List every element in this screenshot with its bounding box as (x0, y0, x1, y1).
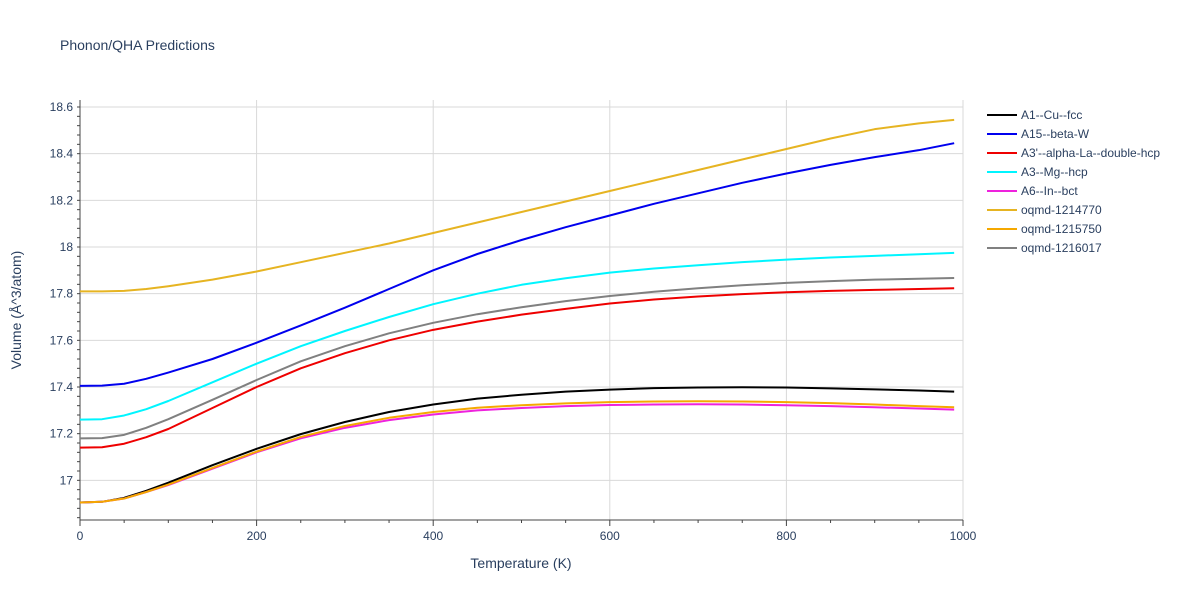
legend-label: oqmd-1215750 (1021, 222, 1102, 236)
y-tick-label: 17 (60, 473, 74, 487)
legend-label: A15--beta-W (1021, 127, 1090, 141)
y-tick-label: 17.8 (50, 287, 74, 301)
x-tick-label: 600 (600, 529, 620, 543)
legend-label: A6--In--bct (1021, 184, 1078, 198)
legend-label: oqmd-1216017 (1021, 241, 1102, 255)
legend-item[interactable]: oqmd-1214770 (987, 203, 1102, 217)
x-tick-label: 0 (77, 529, 84, 543)
x-axis-title: Temperature (K) (470, 555, 571, 571)
series-line-A1--Cu--fcc[interactable] (79, 386, 955, 504)
x-tick-label: 800 (776, 529, 796, 543)
series-line-A6--In--bct[interactable] (79, 403, 955, 504)
legend-label: A3--Mg--hcp (1021, 165, 1088, 179)
y-axis-title: Volume (Å^3/atom) (8, 251, 24, 370)
legend-label: oqmd-1214770 (1021, 203, 1102, 217)
legend-item[interactable]: oqmd-1216017 (987, 241, 1102, 255)
legend-item[interactable]: A1--Cu--fcc (987, 108, 1082, 122)
legend-item[interactable]: A3'--alpha-La--double-hcp (987, 146, 1160, 160)
x-tick-label: 400 (423, 529, 443, 543)
legend-item[interactable]: oqmd-1215750 (987, 222, 1102, 236)
axes: 0 200 400 600 800 1000 17 17.2 17.4 17.6 17.8 18 18.… (50, 100, 977, 543)
series-line-oqmd-1215750[interactable] (79, 400, 955, 504)
legend[interactable]: A1--Cu--fcc A15--beta-W A3'--alpha-La--dou… (987, 108, 1160, 255)
series-line-A3'--alpha-La--double-hcp[interactable] (79, 287, 955, 449)
plot-area (79, 118, 955, 504)
legend-item[interactable]: A6--In--bct (987, 184, 1078, 198)
legend-item[interactable]: A3--Mg--hcp (987, 165, 1088, 179)
series-line-oqmd-1216017[interactable] (79, 277, 955, 440)
y-tick-label: 18.6 (50, 100, 74, 114)
y-tick-label: 17.2 (50, 427, 74, 441)
grid (79, 100, 964, 520)
y-tick-label: 18.4 (50, 147, 74, 161)
legend-label: A3'--alpha-La--double-hcp (1021, 146, 1160, 160)
x-tick-label: 200 (247, 529, 267, 543)
chart-title: Phonon/QHA Predictions (60, 37, 215, 53)
series-line-oqmd-1214770[interactable] (80, 118, 955, 293)
series-line-A15--beta-W[interactable] (79, 142, 955, 387)
y-tick-label: 17.4 (50, 380, 74, 394)
y-tick-label: 18 (60, 240, 74, 254)
legend-label: A1--Cu--fcc (1021, 108, 1082, 122)
series-line-A3--Mg--hcp[interactable] (79, 251, 955, 421)
legend-item[interactable]: A15--beta-W (987, 127, 1090, 141)
x-tick-label: 1000 (950, 529, 977, 543)
y-tick-label: 18.2 (50, 193, 74, 207)
y-tick-label: 17.6 (50, 333, 74, 347)
